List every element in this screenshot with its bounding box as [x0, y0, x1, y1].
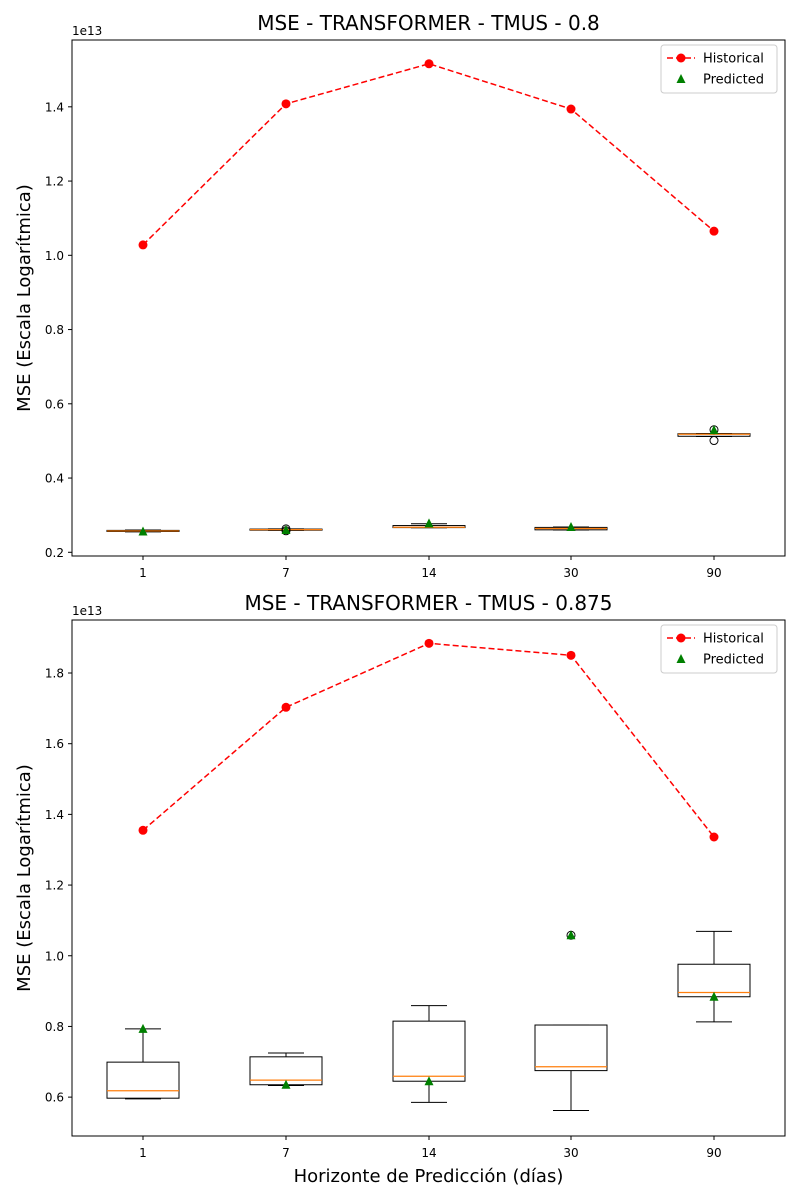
y-tick-label: 1.2: [45, 175, 64, 189]
x-tick-label: 90: [706, 1146, 721, 1160]
y-tick-label: 1.6: [45, 737, 64, 751]
x-tick-label: 7: [282, 1146, 290, 1160]
predicted-point: [566, 930, 576, 940]
y-tick-label: 1.2: [45, 879, 64, 893]
plot-frame: [71, 39, 786, 557]
x-tick-label: 1: [139, 1146, 147, 1160]
y-tick-label: 1.8: [45, 667, 64, 681]
historical-point: [709, 832, 719, 842]
predicted-point: [281, 1079, 291, 1089]
y-tick-label: 0.6: [45, 1091, 64, 1105]
predicted-point: [281, 525, 291, 535]
y-axis-label: MSE (Escala Logarítmica): [14, 764, 35, 992]
legend-box: [660, 44, 778, 94]
chart-title: MSE - TRANSFORMER - TMUS - 0.875: [244, 591, 612, 615]
box-30: [534, 930, 608, 1112]
legend-historical-label: Historical: [703, 632, 764, 647]
legend-box: [660, 624, 778, 674]
box-14: [392, 1005, 466, 1103]
chart-title: MSE - TRANSFORMER - TMUS - 0.8: [257, 11, 600, 35]
legend-predicted-marker: [676, 74, 686, 83]
legend-historical-marker: [676, 53, 686, 63]
y-tick-label: 1.0: [45, 249, 64, 263]
historical-point: [424, 638, 434, 648]
box-1: [106, 1028, 180, 1100]
y-tick-label: 1.4: [45, 808, 64, 822]
predicted-point: [709, 991, 719, 1001]
predicted-point: [424, 518, 434, 528]
x-tick-label: 7: [282, 566, 290, 580]
y-tick-label: 1.0: [45, 949, 64, 963]
historical-point: [138, 240, 148, 250]
historical-point: [424, 59, 434, 69]
x-tick-label: 90: [706, 566, 721, 580]
predicted-point: [138, 526, 148, 536]
offset-text: 1e13: [72, 604, 102, 618]
y-tick-label: 0.8: [45, 323, 64, 337]
plot-frame: [71, 619, 786, 1137]
y-tick-label: 0.8: [45, 1020, 64, 1034]
x-tick-label: 14: [421, 566, 436, 580]
x-tick-label: 30: [563, 1146, 578, 1160]
historical-point: [709, 226, 719, 236]
historical-point: [566, 104, 576, 114]
chart-panel-1: MSE - TRANSFORMER - TMUS - 0.8 1e13 0.2 0.4…: [14, 11, 786, 580]
offset-text: 1e13: [72, 24, 102, 38]
legend: Historical Predicted: [660, 624, 778, 674]
x-tick-label: 14: [421, 1146, 436, 1160]
predicted-point: [424, 1076, 434, 1086]
historical-point: [281, 99, 291, 109]
box-body: [392, 1020, 466, 1082]
x-tick-label: 30: [563, 566, 578, 580]
outlier-point: [709, 436, 719, 446]
box-90: [677, 930, 751, 1023]
legend-predicted-marker: [676, 654, 686, 663]
y-tick-label: 0.4: [45, 472, 64, 486]
y-tick-label: 1.4: [45, 100, 64, 114]
historical-point: [281, 702, 291, 712]
predicted-point: [709, 425, 719, 435]
historical-line: [142, 642, 715, 838]
y-axis-label: MSE (Escala Logarítmica): [14, 184, 35, 412]
legend-historical-marker: [676, 633, 686, 643]
legend-predicted-label: Predicted: [703, 73, 764, 88]
predicted-point: [566, 522, 576, 532]
y-tick-label: 0.6: [45, 397, 64, 411]
legend: Historical Predicted: [660, 44, 778, 94]
historical-point: [138, 825, 148, 835]
predicted-point: [138, 1023, 148, 1033]
box-body: [534, 1024, 608, 1072]
y-tick-label: 0.2: [45, 546, 64, 560]
x-axis-label: Horizonte de Predicción (días): [294, 1166, 564, 1187]
x-tick-label: 1: [139, 566, 147, 580]
historical-point: [566, 650, 576, 660]
legend-predicted-label: Predicted: [703, 653, 764, 668]
legend-historical-label: Historical: [703, 52, 764, 67]
chart-panel-2: MSE - TRANSFORMER - TMUS - 0.875 1e13 0.6 0…: [14, 591, 786, 1187]
box-body: [106, 1061, 180, 1099]
historical-line: [142, 62, 715, 246]
